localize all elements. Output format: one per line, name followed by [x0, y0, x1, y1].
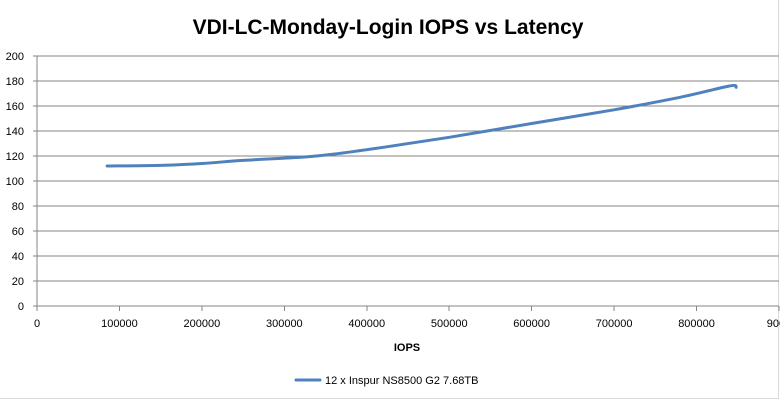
x-tick-label: 300000: [266, 318, 303, 330]
y-tick-label: 160: [6, 101, 24, 113]
x-axis-title: IOPS: [394, 342, 420, 354]
y-tick-label: 100: [6, 176, 24, 188]
x-tick-label: 700000: [596, 318, 633, 330]
legend-label: 12 x Inspur NS8500 G2 7.68TB: [325, 375, 478, 387]
series-line: [105, 83, 738, 168]
legend: 12 x Inspur NS8500 G2 7.68TB: [294, 375, 478, 387]
x-tick-label: 400000: [348, 318, 385, 330]
y-tick-label: 120: [6, 151, 24, 163]
x-tick-label: 500000: [431, 318, 468, 330]
chart-title: VDI-LC-Monday-Login IOPS vs Latency: [193, 16, 584, 39]
x-tick-label: 9000: [767, 318, 780, 330]
x-tick-label: 100000: [101, 318, 138, 330]
y-tick-label: 40: [12, 251, 24, 263]
x-tick-label: 200000: [184, 318, 221, 330]
x-tick-labels: 0 100000 200000 300000 400000 500000 600000 700…: [34, 318, 780, 330]
y-tick-label: 0: [18, 301, 24, 313]
series-lines: [105, 83, 738, 168]
x-tick-label: 600000: [513, 318, 550, 330]
y-tick-label: 20: [12, 276, 24, 288]
x-tick-label: 800000: [678, 318, 715, 330]
axes: [33, 55, 780, 311]
x-tick-label: 0: [34, 318, 40, 330]
y-tick-label: 200: [6, 51, 24, 63]
y-tick-label: 80: [12, 201, 24, 213]
y-tick-label: 60: [12, 226, 24, 238]
y-tick-label: 180: [6, 76, 24, 88]
y-tick-labels: 0 20 40 60 80 100 120 140 160 180 200: [6, 51, 24, 313]
y-tick-label: 140: [6, 126, 24, 138]
gridlines: [37, 55, 779, 282]
